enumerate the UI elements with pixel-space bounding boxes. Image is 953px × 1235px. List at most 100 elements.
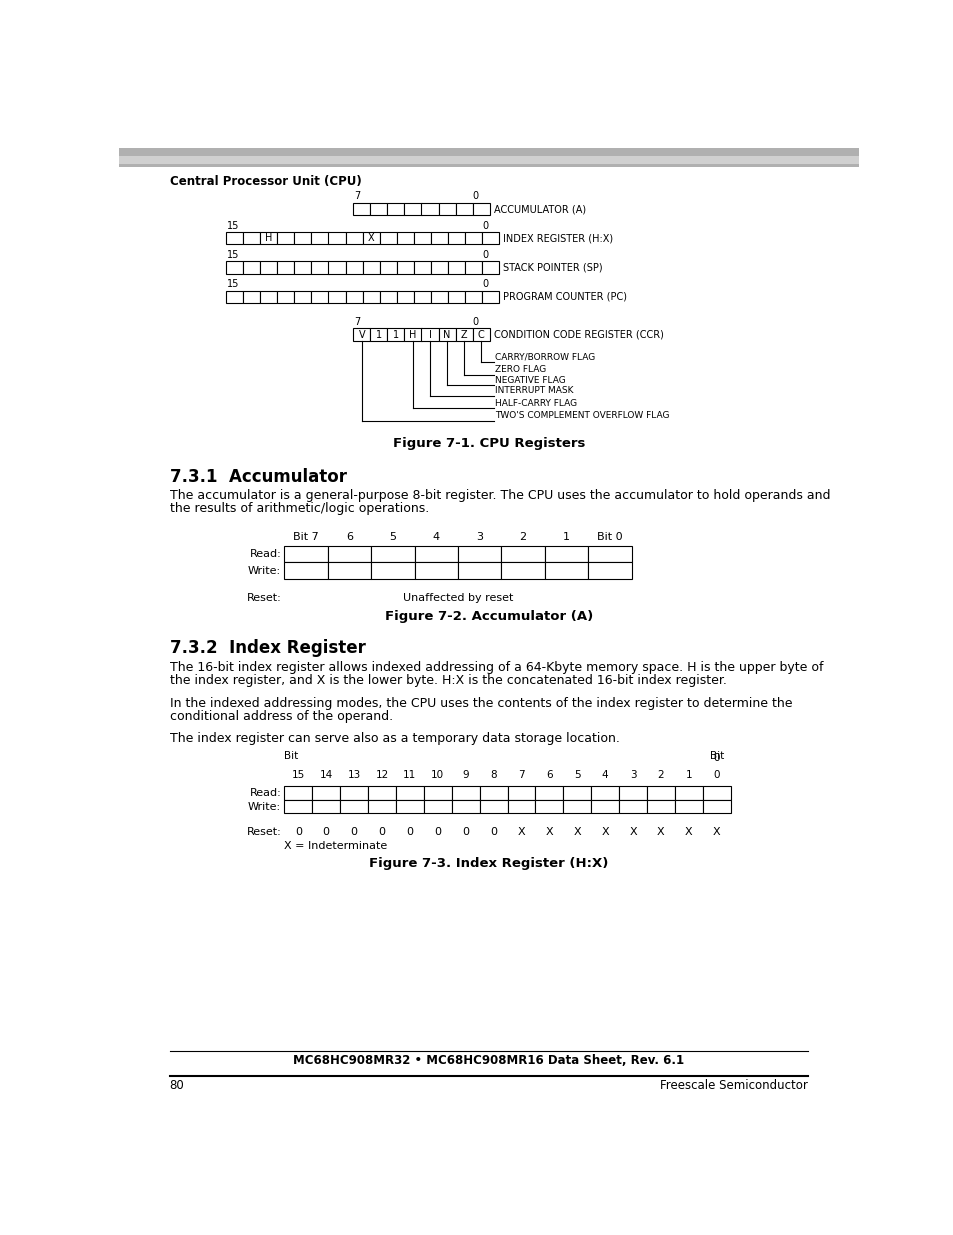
- Text: X: X: [368, 233, 374, 243]
- Bar: [414, 232, 431, 245]
- Text: PROGRAM COUNTER (PC): PROGRAM COUNTER (PC): [502, 291, 626, 301]
- Text: X: X: [573, 827, 580, 837]
- Bar: [456, 203, 472, 215]
- Text: 5: 5: [389, 531, 395, 542]
- Text: 15: 15: [227, 279, 239, 289]
- Text: 0: 0: [461, 827, 469, 837]
- Text: 7: 7: [354, 317, 360, 327]
- Text: Reset:: Reset:: [246, 593, 281, 603]
- Bar: [562, 785, 591, 799]
- Text: 9: 9: [462, 771, 469, 781]
- Text: Bit: Bit: [709, 751, 723, 761]
- Bar: [371, 546, 415, 562]
- Text: H: H: [409, 330, 416, 340]
- Bar: [500, 562, 544, 579]
- Bar: [507, 785, 535, 799]
- Text: 0: 0: [350, 827, 357, 837]
- Text: 7: 7: [354, 191, 360, 201]
- Bar: [618, 785, 646, 799]
- Text: CONDITION CODE REGISTER (CCR): CONDITION CODE REGISTER (CCR): [493, 330, 662, 340]
- Bar: [379, 262, 396, 274]
- Text: 0: 0: [481, 221, 488, 231]
- Text: X: X: [657, 827, 664, 837]
- Text: N: N: [443, 330, 450, 340]
- Bar: [587, 562, 631, 579]
- Bar: [395, 785, 423, 799]
- Text: The accumulator is a general-purpose 8-bit register. The CPU uses the accumulato: The accumulator is a general-purpose 8-b…: [170, 489, 829, 503]
- Text: 2: 2: [519, 531, 526, 542]
- Bar: [456, 329, 472, 341]
- Bar: [431, 262, 447, 274]
- Bar: [447, 290, 464, 303]
- Bar: [395, 799, 423, 814]
- Text: 10: 10: [431, 771, 444, 781]
- Bar: [277, 290, 294, 303]
- Text: 3: 3: [629, 771, 636, 781]
- Text: X = Indeterminate: X = Indeterminate: [284, 841, 387, 851]
- Text: 0: 0: [713, 752, 720, 763]
- Text: 15: 15: [292, 771, 305, 781]
- Bar: [464, 290, 481, 303]
- Text: 2: 2: [657, 771, 663, 781]
- Bar: [294, 262, 311, 274]
- Text: Bit 0: Bit 0: [597, 531, 622, 542]
- Bar: [396, 232, 414, 245]
- Text: Read:: Read:: [250, 788, 281, 798]
- Bar: [368, 799, 395, 814]
- Bar: [507, 799, 535, 814]
- Text: X: X: [629, 827, 637, 837]
- Bar: [340, 785, 368, 799]
- Text: 0: 0: [378, 827, 385, 837]
- Text: 4: 4: [433, 531, 439, 542]
- Bar: [472, 329, 489, 341]
- Text: Z: Z: [460, 330, 467, 340]
- Bar: [544, 546, 587, 562]
- Text: 0: 0: [472, 191, 478, 201]
- Bar: [294, 232, 311, 245]
- Bar: [119, 148, 858, 168]
- Text: 14: 14: [319, 771, 333, 781]
- Bar: [284, 785, 312, 799]
- Text: Figure 7-1. CPU Registers: Figure 7-1. CPU Registers: [393, 437, 584, 450]
- Bar: [414, 262, 431, 274]
- Text: 0: 0: [481, 279, 488, 289]
- Bar: [438, 329, 456, 341]
- Text: 11: 11: [403, 771, 416, 781]
- Bar: [370, 329, 387, 341]
- Bar: [415, 562, 457, 579]
- Bar: [481, 262, 498, 274]
- Bar: [119, 156, 858, 163]
- Text: Unaffected by reset: Unaffected by reset: [402, 593, 513, 603]
- Bar: [587, 546, 631, 562]
- Bar: [243, 290, 260, 303]
- Bar: [379, 232, 396, 245]
- Bar: [387, 203, 404, 215]
- Text: HALF-CARRY FLAG: HALF-CARRY FLAG: [495, 399, 577, 408]
- Text: MC68HC908MR32 • MC68HC908MR16 Data Sheet, Rev. 6.1: MC68HC908MR32 • MC68HC908MR16 Data Sheet…: [294, 1055, 683, 1067]
- Text: X: X: [517, 827, 525, 837]
- Text: 0: 0: [406, 827, 413, 837]
- Bar: [479, 799, 507, 814]
- Bar: [284, 546, 328, 562]
- Bar: [404, 203, 421, 215]
- Text: TWO'S COMPLEMENT OVERFLOW FLAG: TWO'S COMPLEMENT OVERFLOW FLAG: [495, 411, 669, 420]
- Text: C: C: [477, 330, 484, 340]
- Bar: [535, 785, 562, 799]
- Text: ZERO FLAG: ZERO FLAG: [495, 364, 546, 374]
- Text: 5: 5: [574, 771, 580, 781]
- Bar: [562, 799, 591, 814]
- Bar: [702, 785, 730, 799]
- Text: Bit: Bit: [284, 751, 298, 761]
- Text: 1: 1: [685, 771, 692, 781]
- Bar: [226, 232, 243, 245]
- Text: INDEX REGISTER (H:X): INDEX REGISTER (H:X): [502, 233, 613, 243]
- Bar: [452, 799, 479, 814]
- Text: 1: 1: [393, 330, 398, 340]
- Bar: [226, 262, 243, 274]
- Text: 3: 3: [476, 531, 482, 542]
- Text: X: X: [545, 827, 553, 837]
- Text: INTERRUPT MASK: INTERRUPT MASK: [495, 387, 573, 395]
- Text: conditional address of the operand.: conditional address of the operand.: [170, 710, 393, 724]
- Text: X: X: [684, 827, 692, 837]
- Text: Central Processor Unit (CPU): Central Processor Unit (CPU): [170, 175, 361, 188]
